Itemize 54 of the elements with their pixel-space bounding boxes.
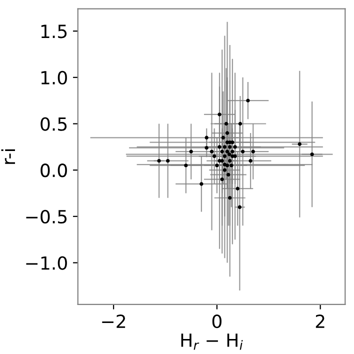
y-axis-title: r-i bbox=[1, 149, 16, 164]
point bbox=[225, 131, 230, 135]
point bbox=[210, 150, 214, 154]
point bbox=[230, 150, 234, 154]
point bbox=[222, 145, 227, 149]
point bbox=[246, 98, 250, 102]
point bbox=[226, 172, 230, 177]
point bbox=[218, 158, 222, 163]
point bbox=[228, 145, 232, 149]
point bbox=[222, 168, 227, 172]
point bbox=[224, 122, 228, 126]
point bbox=[222, 154, 227, 158]
point bbox=[157, 158, 161, 163]
y-tick-label: 0.5 bbox=[40, 117, 67, 131]
point bbox=[233, 145, 237, 149]
point bbox=[218, 112, 222, 116]
x-tick-label: 2 bbox=[316, 314, 324, 328]
x-axis-title: H$_{r}$ − H$_{i}$ bbox=[181, 334, 243, 350]
point bbox=[310, 152, 314, 156]
point bbox=[248, 158, 252, 163]
point bbox=[215, 164, 219, 168]
point bbox=[189, 150, 193, 154]
point bbox=[204, 136, 208, 140]
point bbox=[251, 150, 255, 154]
point bbox=[225, 164, 230, 168]
point bbox=[220, 178, 224, 182]
y-tick-label: −1.0 bbox=[26, 256, 67, 270]
y-tick-label: 0.0 bbox=[40, 164, 67, 178]
point bbox=[240, 150, 245, 154]
point bbox=[228, 152, 232, 156]
x-tick-label: −2 bbox=[102, 314, 126, 328]
point bbox=[228, 158, 232, 163]
x-tick-label: 0 bbox=[212, 314, 222, 328]
point bbox=[184, 164, 188, 168]
point bbox=[218, 145, 222, 149]
point bbox=[238, 205, 242, 209]
point bbox=[230, 140, 234, 144]
point bbox=[212, 154, 216, 158]
point bbox=[225, 150, 230, 154]
point bbox=[228, 196, 232, 200]
point bbox=[225, 140, 230, 144]
point bbox=[200, 182, 204, 186]
point bbox=[238, 122, 242, 126]
y-tick-label: 1.5 bbox=[41, 24, 67, 38]
point bbox=[204, 146, 208, 150]
point bbox=[220, 150, 224, 154]
point bbox=[233, 154, 237, 158]
point bbox=[221, 136, 225, 140]
y-tick-label: 1.0 bbox=[41, 70, 67, 85]
point bbox=[230, 164, 234, 168]
y-tick-label: −0.5 bbox=[26, 210, 67, 224]
point bbox=[298, 142, 302, 146]
point bbox=[236, 186, 240, 190]
point bbox=[166, 158, 170, 163]
